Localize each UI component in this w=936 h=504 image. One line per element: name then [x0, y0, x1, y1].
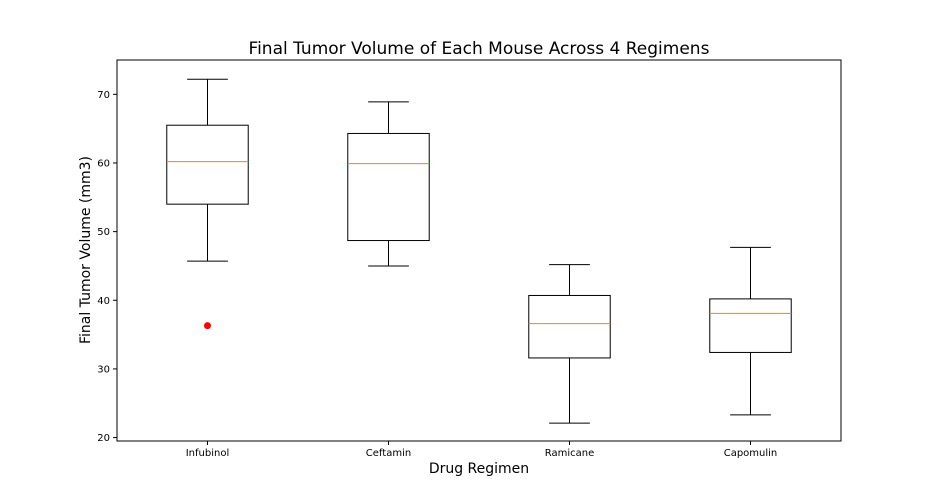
x-tick-label: Ramicane — [545, 448, 595, 459]
box-group — [347, 101, 430, 267]
iqr-box — [709, 298, 792, 353]
y-tick-label: 30 — [97, 364, 110, 375]
x-tick-label: Infubinol — [186, 448, 230, 459]
box-group — [709, 246, 792, 416]
outlier-point — [204, 322, 211, 330]
box-group — [166, 78, 249, 330]
x-axis-label: Drug Regimen — [429, 461, 529, 477]
iqr-box — [166, 124, 249, 205]
plot-area — [116, 59, 842, 442]
boxes-layer — [166, 78, 792, 424]
y-tick-label: 60 — [97, 158, 110, 169]
box-group — [528, 264, 611, 424]
x-tick-label: Ceftamin — [366, 448, 411, 459]
y-tick-label: 70 — [97, 90, 110, 101]
y-axis-label: Final Tumor Volume (mm3) — [78, 156, 94, 344]
y-tick-label: 40 — [97, 296, 110, 307]
iqr-box — [528, 294, 611, 359]
x-axis: Infubinol Ceftamin Ramicane Capomulin — [186, 441, 778, 459]
iqr-box — [347, 132, 430, 242]
x-tick-label: Capomulin — [724, 448, 778, 459]
y-axis: 20 30 40 50 60 70 — [97, 90, 117, 444]
y-tick-label: 50 — [97, 227, 110, 238]
y-tick-label: 20 — [97, 433, 110, 444]
chart-title: Final Tumor Volume of Each Mouse Across … — [249, 39, 710, 59]
